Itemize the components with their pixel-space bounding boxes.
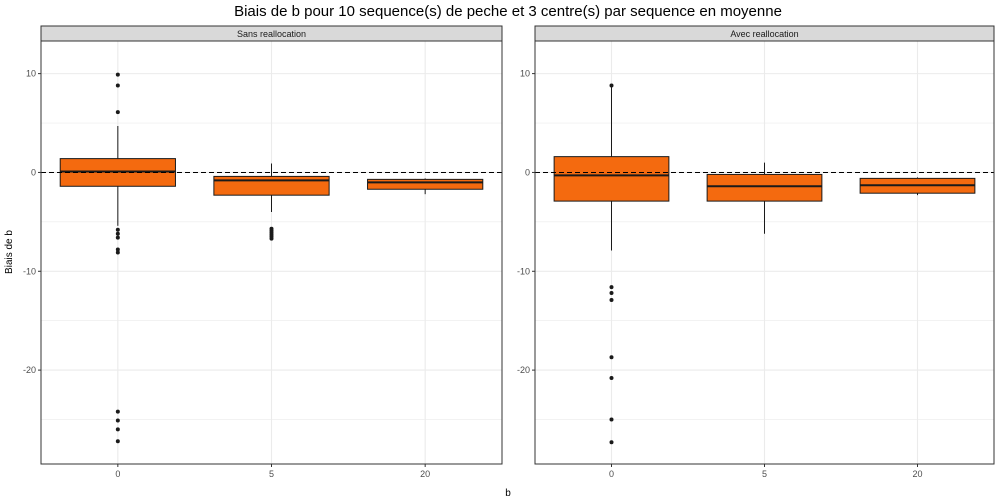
outlier-point [609, 285, 614, 290]
outlier-point [115, 439, 120, 444]
outlier-point [115, 227, 120, 232]
outlier-point [609, 83, 614, 88]
y-tick-label: -10 [23, 266, 36, 276]
y-tick-label: 10 [26, 69, 36, 79]
x-axis-title: b [505, 488, 511, 499]
x-tick-label: 0 [609, 469, 614, 479]
box-20 [367, 178, 484, 195]
box-iqr [706, 173, 823, 202]
box-5 [706, 162, 823, 234]
outlier-point [115, 231, 120, 236]
outlier-point [115, 409, 120, 414]
outlier-point [609, 355, 614, 360]
y-tick-label: -10 [517, 266, 530, 276]
y-tick-label: -20 [517, 365, 530, 375]
outlier-point [609, 376, 614, 381]
outlier-point [115, 247, 120, 252]
outlier-point [609, 297, 614, 302]
outlier-point [609, 417, 614, 422]
y-tick-label: 10 [520, 69, 530, 79]
panel-1: Sans reallocation 10 0 -10 -20 0 5 20 [23, 25, 503, 479]
x-tick-label: 5 [762, 469, 767, 479]
y-tick-label: 0 [31, 167, 36, 177]
outlier-point [115, 110, 120, 115]
box-5 [213, 163, 330, 241]
outlier-point [115, 418, 120, 423]
box-0 [553, 83, 670, 445]
chart-title: Biais de b pour 10 sequence(s) de peche … [234, 3, 782, 20]
outlier-point [115, 83, 120, 88]
x-tick-label: 0 [115, 469, 120, 479]
x-tick-label: 20 [912, 469, 922, 479]
panel-border [40, 40, 503, 465]
outlier-point [115, 250, 120, 255]
outlier-point [609, 440, 614, 445]
outlier-point [115, 72, 120, 77]
outlier-point [269, 236, 274, 241]
panel-strip-label: Avec reallocation [730, 29, 798, 39]
y-axis-title: Biais de b [4, 230, 15, 274]
outlier-point [115, 427, 120, 432]
box-20 [859, 177, 976, 196]
box-iqr [367, 178, 484, 190]
panel-strip-label: Sans reallocation [237, 29, 306, 39]
y-tick-label: -20 [23, 365, 36, 375]
panel-2: Avec reallocation 10 0 -10 -20 0 5 20 [517, 25, 995, 479]
y-tick-label: 0 [525, 167, 530, 177]
box-iqr [553, 156, 670, 202]
box-iqr [213, 175, 330, 196]
panel-border [534, 40, 995, 465]
x-tick-label: 20 [420, 469, 430, 479]
x-tick-label: 5 [269, 469, 274, 479]
outlier-point [115, 235, 120, 240]
outlier-point [609, 291, 614, 296]
